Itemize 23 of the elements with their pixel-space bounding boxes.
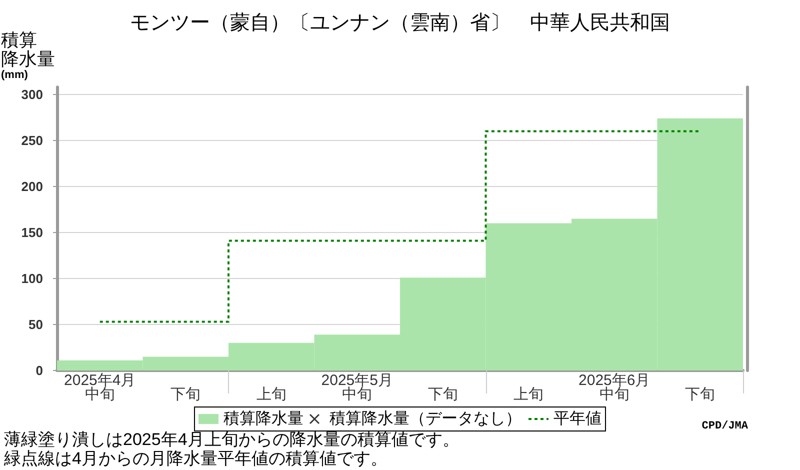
x-tick-label: 上旬: [256, 386, 286, 403]
y-tick-label: 250: [21, 133, 43, 148]
y-tick-label: 100: [21, 271, 43, 286]
x-tick-label: 2025年6月中旬: [578, 372, 650, 403]
y-axis-title: 積算降水量(mm): [1, 30, 55, 81]
chart-title: モンツー（蒙自）〔ユンナン（雲南）省〕 中華人民共和国: [130, 12, 670, 34]
y-tick-label: 50: [28, 317, 43, 332]
x-tick-label: 2025年5月中旬: [321, 372, 393, 403]
legend-label: 平年値: [554, 410, 602, 428]
legend-label: 積算降水量: [224, 410, 304, 428]
text: 緑点線は4月からの月降水量平年値の積算値です。: [3, 449, 388, 468]
x-tick-label: 上旬: [514, 386, 544, 403]
y-tick-label: 0: [36, 363, 43, 378]
legend-label: 積算降水量（データなし）: [330, 410, 522, 428]
x-tick-label: 下旬: [170, 386, 201, 403]
text: CPD/JMA: [702, 420, 748, 432]
y-tick-label: 150: [21, 225, 43, 240]
x-tick-label: 下旬: [685, 386, 716, 403]
text: 薄緑塗り潰しは2025年4月上旬からの降水量の積算値です。: [4, 430, 460, 449]
y-tick-label: 200: [21, 179, 43, 194]
x-tick-label: 下旬: [428, 386, 458, 403]
x-tick-label: 2025年4月中旬: [64, 372, 136, 403]
y-tick-label: 300: [21, 87, 43, 102]
